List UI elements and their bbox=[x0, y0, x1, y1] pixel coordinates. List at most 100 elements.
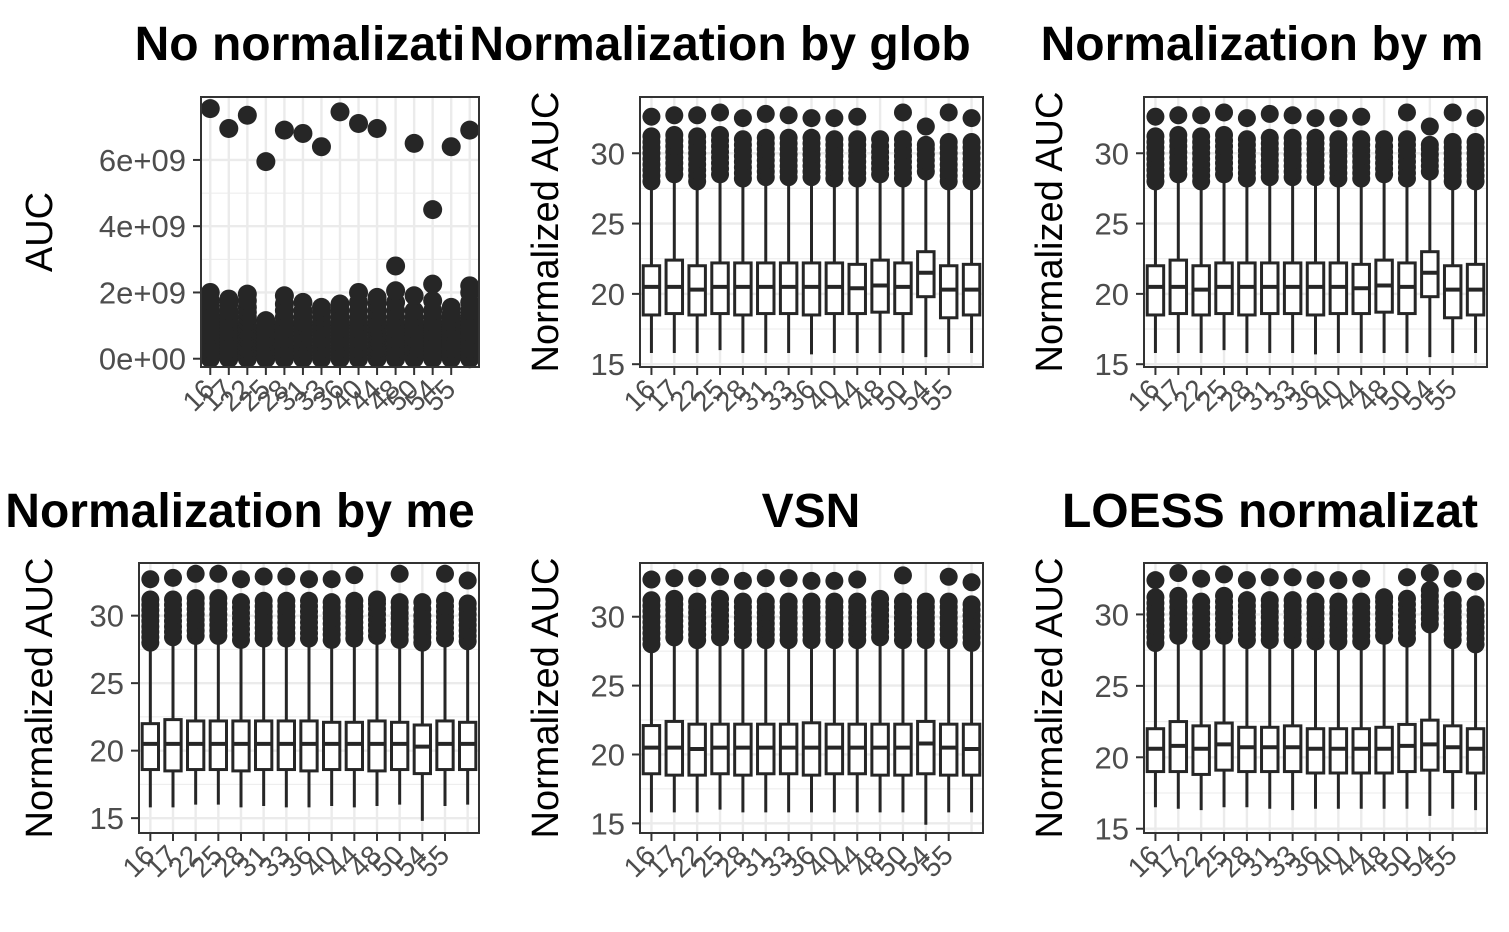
outlier-point bbox=[825, 592, 844, 611]
box-13 bbox=[423, 200, 443, 369]
box-2 bbox=[1168, 564, 1189, 809]
outlier-point bbox=[293, 292, 313, 312]
outlier-point bbox=[1306, 571, 1325, 590]
box-5 bbox=[1237, 571, 1257, 808]
box-body bbox=[390, 720, 410, 772]
box-15 bbox=[1465, 109, 1486, 353]
y-tick-label: 6e+09 bbox=[99, 143, 186, 178]
outlier-point bbox=[1237, 109, 1256, 128]
y-tick-label: 25 bbox=[1095, 207, 1129, 242]
outlier-point bbox=[756, 569, 775, 588]
y-tick-label: 15 bbox=[591, 347, 625, 382]
outlier-point bbox=[1443, 591, 1462, 610]
outlier-point bbox=[1306, 109, 1325, 128]
outlier-point bbox=[219, 289, 239, 309]
outlier-point bbox=[1443, 569, 1462, 588]
outlier-point bbox=[711, 103, 730, 122]
outlier-point bbox=[256, 152, 276, 172]
outlier-point bbox=[1397, 103, 1416, 122]
outlier-point bbox=[232, 593, 250, 612]
box-body bbox=[870, 722, 890, 777]
outlier-point bbox=[1329, 130, 1348, 149]
box-7 bbox=[311, 137, 331, 369]
outlier-point bbox=[1192, 106, 1211, 125]
outlier-point bbox=[939, 592, 958, 611]
box-8 bbox=[801, 109, 822, 355]
box-body bbox=[1237, 725, 1257, 774]
outlier-point bbox=[1192, 127, 1211, 146]
outlier-point bbox=[237, 105, 257, 125]
outlier-point bbox=[688, 592, 707, 611]
outlier-point bbox=[345, 591, 364, 610]
outlier-point bbox=[802, 128, 821, 147]
outlier-point bbox=[756, 104, 775, 123]
outlier-point bbox=[916, 592, 935, 611]
outlier-point bbox=[642, 127, 661, 146]
box-3 bbox=[687, 569, 707, 813]
outlier-point bbox=[441, 137, 461, 157]
outlier-point bbox=[141, 590, 160, 609]
box-8 bbox=[330, 102, 350, 369]
outlier-point bbox=[939, 103, 958, 122]
box-7 bbox=[1282, 568, 1303, 811]
box-8 bbox=[1305, 109, 1326, 355]
outlier-point bbox=[1146, 571, 1165, 590]
outlier-point bbox=[458, 571, 477, 590]
outlier-point bbox=[779, 569, 798, 588]
outlier-point bbox=[423, 274, 443, 294]
outlier-point bbox=[1169, 586, 1188, 605]
box-15 bbox=[458, 571, 478, 805]
box-4 bbox=[710, 103, 730, 351]
box-15 bbox=[961, 573, 982, 813]
y-tick-label: 25 bbox=[591, 207, 625, 242]
y-tick-label: 20 bbox=[1095, 277, 1129, 312]
y-tick-label: 15 bbox=[1095, 812, 1129, 847]
outlier-point bbox=[893, 566, 912, 585]
outlier-point bbox=[300, 591, 318, 610]
x-tick-label: 55 bbox=[411, 839, 455, 883]
box-10 bbox=[1351, 107, 1371, 353]
y-axis-label: Normalized AUC bbox=[1029, 92, 1071, 373]
box-3 bbox=[687, 106, 707, 353]
outlier-point bbox=[871, 130, 890, 149]
outlier-point bbox=[209, 564, 228, 583]
box-5 bbox=[733, 109, 753, 353]
box-13 bbox=[412, 593, 432, 821]
y-tick-label: 15 bbox=[591, 806, 625, 841]
box-10 bbox=[1351, 569, 1371, 809]
outlier-point bbox=[458, 594, 477, 613]
box-body bbox=[1237, 261, 1257, 317]
outlier-point bbox=[386, 281, 406, 301]
y-axis-label: Normalized AUC bbox=[1029, 558, 1071, 839]
outlier-point bbox=[141, 570, 160, 589]
box-1 bbox=[140, 570, 160, 808]
box-4 bbox=[208, 564, 228, 805]
outlier-point bbox=[893, 130, 912, 149]
box-3 bbox=[186, 564, 206, 805]
box-7 bbox=[778, 569, 799, 813]
outlier-point bbox=[779, 592, 798, 611]
box-body bbox=[938, 264, 959, 320]
outlier-point bbox=[1237, 591, 1256, 610]
box-2 bbox=[664, 106, 685, 353]
outlier-point bbox=[848, 570, 867, 589]
box-8 bbox=[1305, 571, 1326, 809]
outlier-point bbox=[1260, 128, 1279, 147]
box-10 bbox=[344, 566, 364, 808]
outlier-point bbox=[688, 127, 707, 146]
outlier-point bbox=[460, 276, 480, 296]
outlier-point bbox=[1215, 103, 1234, 122]
outlier-point bbox=[1397, 568, 1416, 587]
outlier-point bbox=[1420, 135, 1439, 154]
panel-5: 152025301617222528313336404448505455Norm… bbox=[525, 485, 984, 883]
box-6 bbox=[1260, 568, 1280, 809]
box-1 bbox=[200, 99, 220, 369]
box-7 bbox=[276, 567, 296, 808]
outlier-point bbox=[1466, 133, 1485, 151]
box-body bbox=[733, 722, 753, 777]
box-14 bbox=[441, 137, 461, 369]
outlier-point bbox=[367, 287, 387, 307]
box-body bbox=[801, 261, 822, 317]
outlier-point bbox=[1146, 127, 1165, 146]
outlier-point bbox=[1192, 569, 1211, 588]
